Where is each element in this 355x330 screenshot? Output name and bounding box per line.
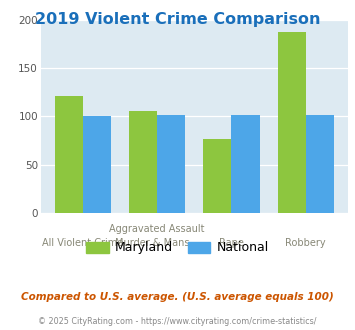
Bar: [55, 96, 83, 213]
Bar: [83, 116, 111, 213]
Text: Aggravated Assault: Aggravated Assault: [109, 224, 205, 234]
Text: All Violent Crime: All Violent Crime: [42, 238, 124, 248]
Text: Rape: Rape: [219, 238, 244, 248]
Bar: [129, 111, 157, 213]
Text: © 2025 CityRating.com - https://www.cityrating.com/crime-statistics/: © 2025 CityRating.com - https://www.city…: [38, 317, 317, 326]
Legend: Maryland, National: Maryland, National: [81, 236, 274, 259]
Bar: [306, 115, 334, 213]
Text: Compared to U.S. average. (U.S. average equals 100): Compared to U.S. average. (U.S. average …: [21, 292, 334, 302]
Bar: [231, 115, 260, 213]
Text: Robbery: Robbery: [285, 238, 326, 248]
Bar: [157, 115, 185, 213]
Bar: [278, 32, 306, 213]
Text: 2019 Violent Crime Comparison: 2019 Violent Crime Comparison: [35, 12, 320, 26]
Text: Murder & Mans...: Murder & Mans...: [115, 238, 199, 248]
Bar: [203, 139, 231, 213]
